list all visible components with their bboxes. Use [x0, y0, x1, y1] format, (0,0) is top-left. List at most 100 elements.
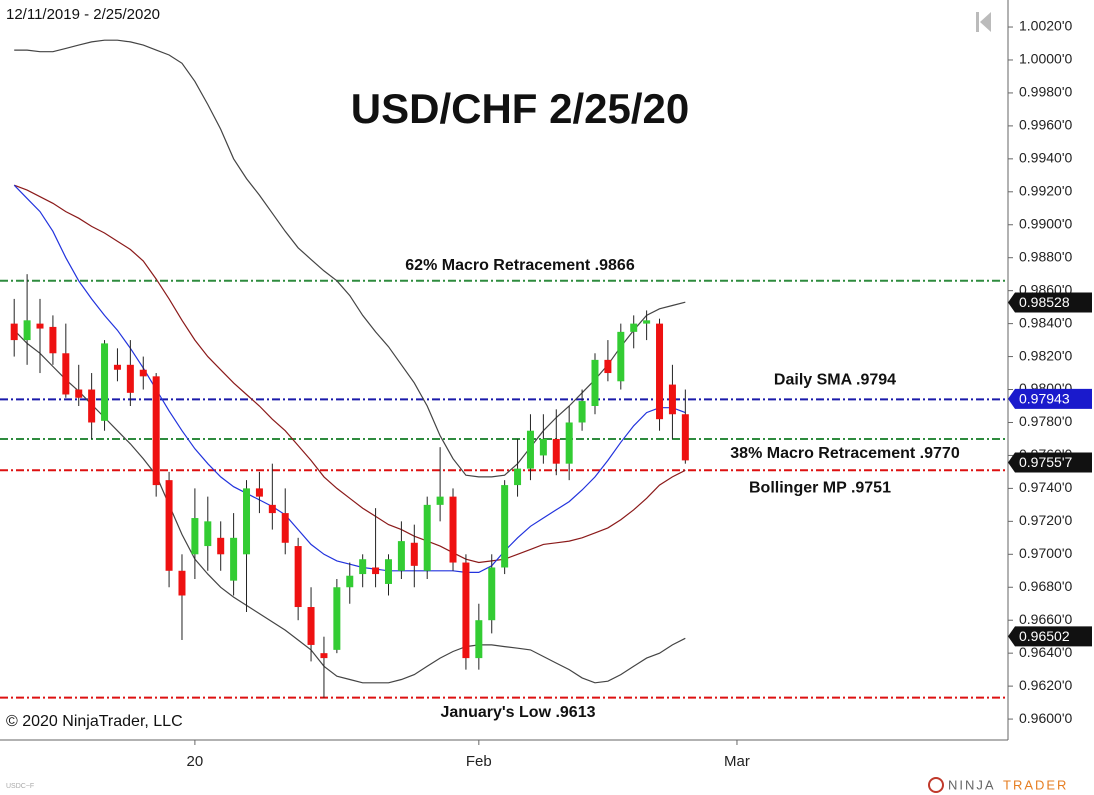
y-tick-label: 0.9940'0 [1019, 150, 1072, 166]
candle-body [436, 496, 444, 505]
candle-body [165, 480, 173, 571]
brand-ninja: NINJA [948, 777, 996, 792]
candle-body [307, 607, 315, 645]
y-tick-label: 0.9980'0 [1019, 84, 1072, 100]
y-tick-label: 0.9880'0 [1019, 248, 1072, 264]
y-tick-label: 0.9920'0 [1019, 183, 1072, 199]
y-tick-label: 0.9900'0 [1019, 215, 1072, 231]
logo-circle [928, 777, 944, 793]
candle-body [333, 587, 341, 650]
y-tick-label: 0.9960'0 [1019, 117, 1072, 133]
copyright: © 2020 NinjaTrader, LLC [6, 713, 183, 730]
candle-body [488, 567, 496, 621]
candle-body [191, 518, 199, 555]
icon-arrow [980, 12, 991, 32]
candle-body [643, 320, 651, 324]
icon-bar [976, 12, 979, 32]
y-tick-label: 0.9640'0 [1019, 644, 1072, 660]
candle-body [10, 323, 18, 341]
price-marker [1008, 388, 1092, 409]
y-tick-label: 0.9720'0 [1019, 512, 1072, 528]
candle-body [268, 504, 276, 514]
candle-body [126, 364, 134, 393]
price-marker-label: 0.98528 [1019, 294, 1070, 310]
y-tick-label: 1.0020'0 [1019, 18, 1072, 34]
candle-body [384, 559, 392, 584]
candle-body [359, 559, 367, 575]
candle-body [49, 326, 57, 354]
y-tick-label: 0.9620'0 [1019, 677, 1072, 693]
level-annotation: Daily SMA .9794 [774, 372, 896, 389]
x-tick-label: Feb [466, 753, 492, 770]
y-tick-label: 0.9700'0 [1019, 545, 1072, 561]
candle-body [668, 384, 676, 415]
candle-body [630, 323, 638, 332]
candle-body [294, 546, 302, 608]
price-marker [1008, 626, 1092, 647]
y-tick-label: 0.9680'0 [1019, 578, 1072, 594]
candle-body [397, 541, 405, 571]
candle-body [578, 401, 586, 423]
candle-body [449, 496, 457, 563]
candle-body [88, 389, 96, 423]
x-tick-label: Mar [724, 753, 750, 770]
candle-body [152, 376, 160, 486]
candle-body [423, 504, 431, 571]
indicator-line [13, 184, 686, 564]
candle-body [346, 575, 354, 588]
price-marker-label: 0.97943 [1019, 391, 1070, 407]
y-tick-label: 1.0000'0 [1019, 51, 1072, 67]
candle-body [230, 537, 238, 581]
candle-body [372, 567, 380, 575]
indicator-line [14, 39, 686, 478]
price-marker-label: 0.9755'7 [1019, 454, 1072, 470]
candle-body [410, 542, 418, 566]
brand-logo: NINJA TRADER [928, 777, 1068, 793]
candle-body [101, 343, 109, 421]
candle-body [591, 359, 599, 407]
candle-body [656, 323, 664, 420]
candle-body [113, 364, 121, 370]
candle-body [139, 369, 147, 377]
candle-body [178, 570, 186, 596]
candle-body [552, 438, 560, 464]
y-tick-label: 0.9840'0 [1019, 314, 1072, 330]
candle-body [281, 513, 289, 543]
y-tick-label: 0.9780'0 [1019, 413, 1072, 429]
candle-body [204, 521, 212, 547]
brand-trader: TRADER [1003, 777, 1068, 792]
candle-body [514, 468, 522, 486]
candle-body [681, 414, 689, 461]
candle-body [75, 389, 83, 398]
level-annotation: January's Low .9613 [441, 704, 596, 721]
price-marker [1008, 452, 1092, 473]
price-marker-label: 0.96502 [1019, 628, 1070, 644]
level-annotation: 62% Macro Retracement .9866 [405, 257, 635, 274]
candle-body [62, 353, 70, 395]
candle-body [475, 620, 483, 659]
candle-body [604, 359, 612, 374]
indicator-line [13, 329, 686, 684]
chart-title: USD/CHF 2/25/20 [351, 85, 689, 132]
candle-body [243, 488, 251, 555]
candle-body [462, 562, 470, 659]
date-range: 12/11/2019 - 2/25/2020 [6, 6, 160, 23]
candle-body [320, 653, 328, 659]
candle-body [539, 438, 547, 456]
candle-body [526, 430, 534, 469]
collapse-icon[interactable] [976, 12, 991, 32]
level-annotation: 38% Macro Retracement .9770 [730, 445, 960, 462]
candle-body [23, 320, 31, 341]
y-tick-label: 0.9600'0 [1019, 710, 1072, 726]
candle-body [565, 422, 573, 464]
level-annotation: Bollinger MP .9751 [749, 479, 891, 496]
candle-body [36, 323, 44, 329]
candle-body [255, 488, 263, 497]
price-marker [1008, 292, 1092, 313]
y-tick-label: 0.9740'0 [1019, 479, 1072, 495]
y-tick-label: 0.9820'0 [1019, 347, 1072, 363]
candle-body [217, 537, 225, 555]
candle-body [501, 485, 509, 568]
